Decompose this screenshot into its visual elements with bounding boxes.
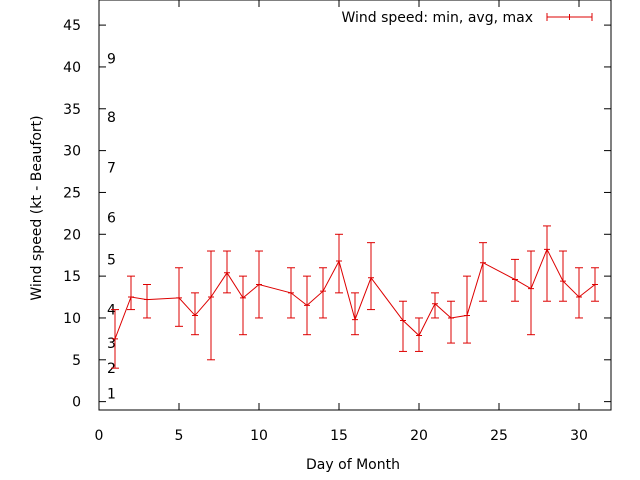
data-point bbox=[352, 316, 358, 323]
plot-frame bbox=[98, 0, 612, 411]
x-tick-label: 0 bbox=[95, 428, 104, 444]
beaufort-scale-labels: 1 2 3 4 5 6 7 8 9 bbox=[107, 52, 116, 403]
x-tick-label: 15 bbox=[330, 428, 348, 444]
data-point bbox=[224, 269, 230, 276]
data-point bbox=[128, 294, 134, 301]
data-point bbox=[528, 285, 534, 292]
data-point bbox=[144, 296, 150, 303]
beaufort-label: 2 bbox=[107, 361, 116, 377]
data-point bbox=[112, 335, 118, 342]
data-point bbox=[512, 276, 518, 283]
x-tick-label: 20 bbox=[410, 428, 428, 444]
x-tick-label: 5 bbox=[175, 428, 184, 444]
y-tick-label: 40 bbox=[63, 60, 81, 76]
data-point bbox=[400, 317, 406, 324]
y-tick-label: 10 bbox=[63, 311, 81, 327]
beaufort-label: 1 bbox=[107, 386, 116, 402]
legend-label: Wind speed: min, avg, max bbox=[341, 10, 533, 26]
data-point bbox=[336, 258, 342, 265]
data-point bbox=[368, 274, 374, 281]
y-tick-label: 0 bbox=[72, 395, 81, 411]
y-tick-label: 35 bbox=[63, 102, 81, 118]
data-point bbox=[480, 259, 486, 266]
data-point bbox=[240, 294, 246, 301]
data-point bbox=[592, 281, 598, 288]
beaufort-label: 4 bbox=[107, 303, 116, 319]
data-point bbox=[464, 312, 470, 319]
y-tick-label: 30 bbox=[63, 144, 81, 160]
beaufort-label: 6 bbox=[107, 211, 116, 227]
x-tick-label: 10 bbox=[250, 428, 268, 444]
x-axis-label: Day of Month bbox=[306, 457, 400, 473]
beaufort-label: 3 bbox=[107, 336, 116, 352]
data-point bbox=[192, 312, 198, 319]
y-tick-label: 25 bbox=[63, 185, 81, 201]
data-point bbox=[208, 294, 214, 301]
beaufort-label: 7 bbox=[107, 160, 116, 176]
data-point bbox=[176, 294, 182, 301]
y-axis-label: Wind speed (kt - Beaufort) bbox=[29, 115, 45, 300]
y-tick-label: 20 bbox=[63, 227, 81, 243]
data-point bbox=[448, 314, 454, 321]
beaufort-label: 9 bbox=[107, 52, 116, 68]
x-tick-label: 30 bbox=[570, 428, 588, 444]
data-point bbox=[560, 278, 566, 285]
data-point bbox=[544, 246, 550, 253]
data-point bbox=[256, 281, 262, 288]
x-tick-label: 25 bbox=[490, 428, 508, 444]
data-point bbox=[432, 300, 438, 307]
data-point bbox=[304, 302, 310, 309]
beaufort-label: 8 bbox=[107, 110, 116, 126]
data-point bbox=[288, 289, 294, 296]
data-point bbox=[320, 288, 326, 295]
y-tick-label: 15 bbox=[63, 269, 81, 285]
data-point bbox=[576, 294, 582, 301]
data-series bbox=[111, 225, 599, 369]
y-tick-label: 5 bbox=[72, 353, 81, 369]
y-tick-label: 45 bbox=[63, 18, 81, 34]
beaufort-label: 5 bbox=[107, 252, 116, 268]
legend: Wind speed: min, avg, max bbox=[341, 10, 593, 26]
data-point bbox=[416, 332, 422, 339]
